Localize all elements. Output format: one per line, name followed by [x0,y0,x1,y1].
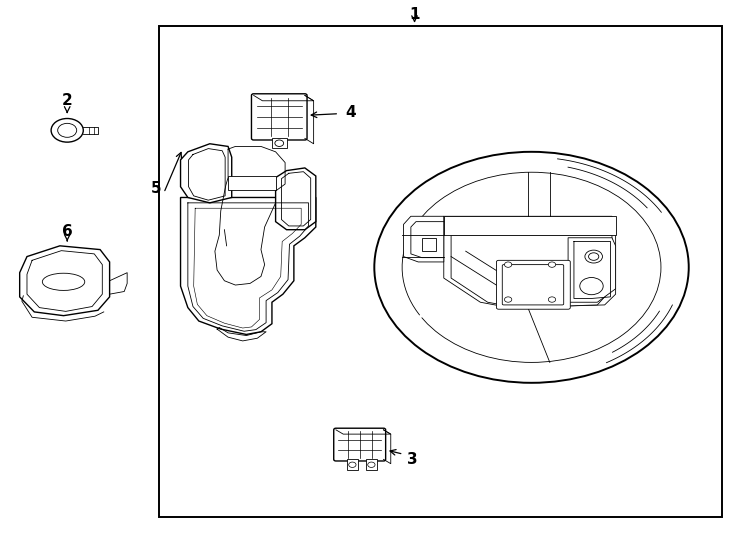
Ellipse shape [43,273,84,291]
Circle shape [548,262,556,267]
Bar [159,25,722,517]
Text: 5: 5 [151,181,161,196]
Circle shape [504,262,512,267]
Text: 6: 6 [62,224,73,239]
FancyBboxPatch shape [496,260,570,309]
Polygon shape [568,238,616,302]
Polygon shape [404,217,444,262]
Circle shape [589,253,599,260]
Bar [366,460,377,470]
Text: 4: 4 [346,105,356,120]
Polygon shape [181,198,316,334]
Circle shape [349,462,356,468]
Circle shape [402,172,661,362]
Text: 2: 2 [62,93,73,109]
FancyBboxPatch shape [502,265,564,305]
Bar [272,138,286,148]
Bar [422,238,437,251]
Bar [346,460,358,470]
Polygon shape [228,176,275,191]
Polygon shape [451,235,612,308]
FancyBboxPatch shape [334,428,385,461]
Polygon shape [444,217,616,308]
Circle shape [275,140,283,146]
Circle shape [548,297,556,302]
Bar [444,217,616,235]
Circle shape [374,152,688,383]
FancyBboxPatch shape [252,94,307,140]
Text: 3: 3 [407,451,418,467]
Circle shape [51,118,83,142]
Circle shape [58,123,77,137]
Circle shape [585,250,603,263]
Text: 1: 1 [410,8,420,22]
Polygon shape [181,144,232,203]
Circle shape [580,278,603,295]
Polygon shape [20,246,109,316]
Polygon shape [275,168,316,230]
Circle shape [504,297,512,302]
Circle shape [368,462,375,468]
